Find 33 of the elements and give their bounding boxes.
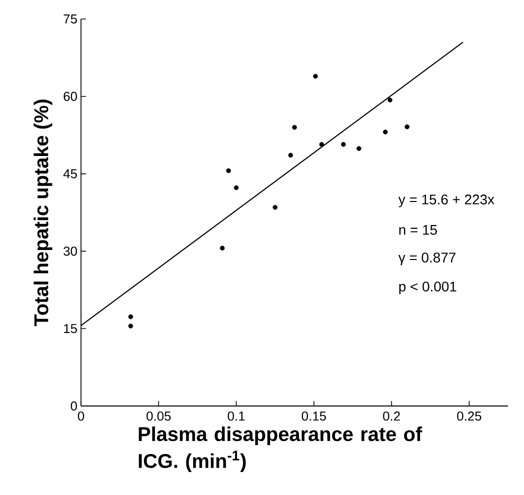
x-tick-label: 0.1 <box>228 412 245 421</box>
y-tick-label: 0 <box>70 401 77 411</box>
annotation: p < 0.001 <box>399 282 456 294</box>
point <box>128 314 134 320</box>
y-tick-label: 30 <box>64 246 77 256</box>
y-tick-label: 15 <box>64 324 77 334</box>
point <box>234 185 239 190</box>
y-tick-label: 60 <box>64 92 77 101</box>
x-axis-title: Plasma disappearance rate of ICG. (min$^{-1}$) <box>138 426 422 472</box>
point <box>341 142 346 147</box>
y-tick-label: 45 <box>63 169 77 178</box>
point <box>404 124 410 130</box>
x-tick-label: 0.15 <box>302 412 326 421</box>
x-tick-label: 0.25 <box>457 412 482 421</box>
point <box>292 124 297 130</box>
annotation: y = 15.6 + 223x <box>398 194 494 208</box>
point <box>128 324 134 328</box>
point <box>313 74 318 79</box>
point <box>272 204 278 210</box>
point <box>356 146 362 151</box>
y-axis-title: Total hepatic uptake (%) <box>34 100 52 326</box>
point <box>388 98 392 102</box>
point <box>226 168 231 174</box>
point <box>319 142 324 147</box>
x-tick-label: 0.05 <box>146 412 171 421</box>
point <box>382 130 388 134</box>
y-tick-label: 75 <box>64 14 77 24</box>
point <box>288 152 294 158</box>
annotation: n = 15 <box>399 225 437 235</box>
annotation: γ = 0.877 <box>398 252 456 266</box>
point <box>220 246 225 250</box>
x-tick-label: 0.2 <box>383 412 400 421</box>
x-tick-label: 0 <box>78 412 84 421</box>
